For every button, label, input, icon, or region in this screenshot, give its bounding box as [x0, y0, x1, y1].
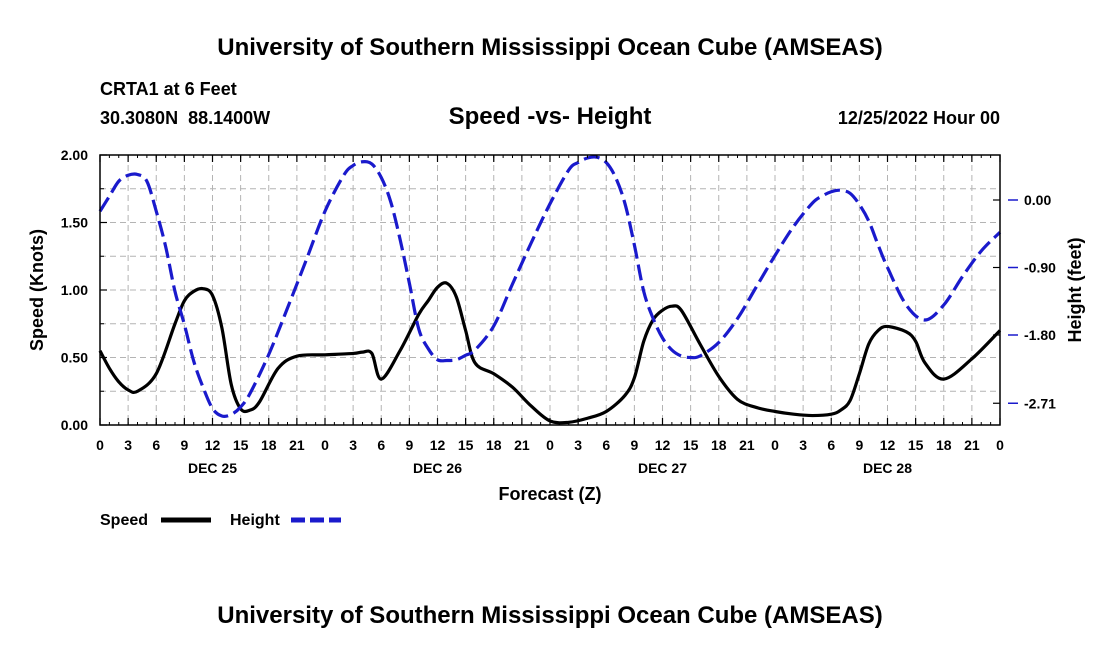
- x-tick-label: 21: [739, 437, 755, 453]
- series-line-speed: [98, 281, 1002, 425]
- x-tick-label: 21: [289, 437, 305, 453]
- tick-labels: 0 3 6 9 12 15 18 21 0 3 6 9 12 15 18 21 0 3 6 9 12 15 18 21 0 3 6 9…: [61, 147, 1056, 476]
- date-label: DEC 27: [638, 460, 687, 476]
- x-tick-label: 9: [405, 437, 413, 453]
- x-tick-label: 15: [458, 437, 474, 453]
- forecast-date-label: 12/25/2022 Hour 00: [838, 108, 1000, 128]
- series-lines: [98, 155, 1002, 425]
- x-tick-label: 6: [377, 437, 385, 453]
- y2-tick-label: -0.90: [1024, 260, 1056, 276]
- y2-tick-label: -1.80: [1024, 327, 1056, 343]
- x-tick-label: 18: [486, 437, 502, 453]
- x-tick-label: 12: [655, 437, 671, 453]
- station-label: CRTA1 at 6 Feet: [100, 79, 237, 99]
- legend-height-label: Height: [230, 512, 280, 529]
- x-tick-label: 3: [799, 437, 807, 453]
- date-label: DEC 28: [863, 460, 912, 476]
- page-title: University of Southern Mississippi Ocean…: [217, 34, 882, 61]
- y2-axis-title: Height (feet): [1065, 238, 1085, 343]
- x-tick-label: 9: [630, 437, 638, 453]
- x-tick-label: 15: [908, 437, 924, 453]
- x-tick-label: 3: [574, 437, 582, 453]
- x-tick-label: 0: [321, 437, 329, 453]
- x-tick-label: 12: [205, 437, 221, 453]
- x-tick-label: 15: [233, 437, 249, 453]
- x-tick-label: 3: [124, 437, 132, 453]
- x-tick-label: 6: [602, 437, 610, 453]
- x-tick-label: 12: [430, 437, 446, 453]
- y2-tick-label: 0.00: [1024, 192, 1051, 208]
- x-tick-label: 0: [96, 437, 104, 453]
- grid-lines: [100, 155, 1000, 425]
- x-tick-label: 21: [514, 437, 530, 453]
- y-tick-label: 1.00: [61, 282, 88, 298]
- x-tick-label: 3: [349, 437, 357, 453]
- legend-speed-label: Speed: [100, 512, 148, 529]
- y2-tick-label: -2.71: [1024, 395, 1056, 411]
- y-tick-label: 1.50: [61, 215, 88, 231]
- x-tick-label: 15: [683, 437, 699, 453]
- x-tick-label: 6: [152, 437, 160, 453]
- chart-title: Speed -vs- Height: [449, 103, 652, 130]
- x-tick-label: 0: [771, 437, 779, 453]
- date-label: DEC 26: [413, 460, 462, 476]
- x-tick-label: 9: [180, 437, 188, 453]
- y-tick-label: 0.00: [61, 417, 88, 433]
- y-tick-label: 0.50: [61, 350, 88, 366]
- legend: Speed Height: [100, 512, 341, 529]
- x-axis-title: Forecast (Z): [498, 484, 601, 504]
- x-tick-label: 0: [996, 437, 1004, 453]
- series-line-height: [98, 155, 1002, 418]
- x-tick-label: 18: [261, 437, 277, 453]
- y-tick-label: 2.00: [61, 147, 88, 163]
- x-tick-label: 12: [880, 437, 896, 453]
- footer-title: University of Southern Mississippi Ocean…: [217, 602, 882, 629]
- x-tick-label: 18: [936, 437, 952, 453]
- x-tick-label: 18: [711, 437, 727, 453]
- y-axis-title: Speed (Knots): [27, 229, 47, 351]
- coordinates-label: 30.3080N 88.1400W: [100, 108, 270, 128]
- x-tick-label: 0: [546, 437, 554, 453]
- x-tick-label: 21: [964, 437, 980, 453]
- date-label: DEC 25: [188, 460, 237, 476]
- x-tick-label: 9: [855, 437, 863, 453]
- x-tick-label: 6: [827, 437, 835, 453]
- axes: [99, 154, 1001, 426]
